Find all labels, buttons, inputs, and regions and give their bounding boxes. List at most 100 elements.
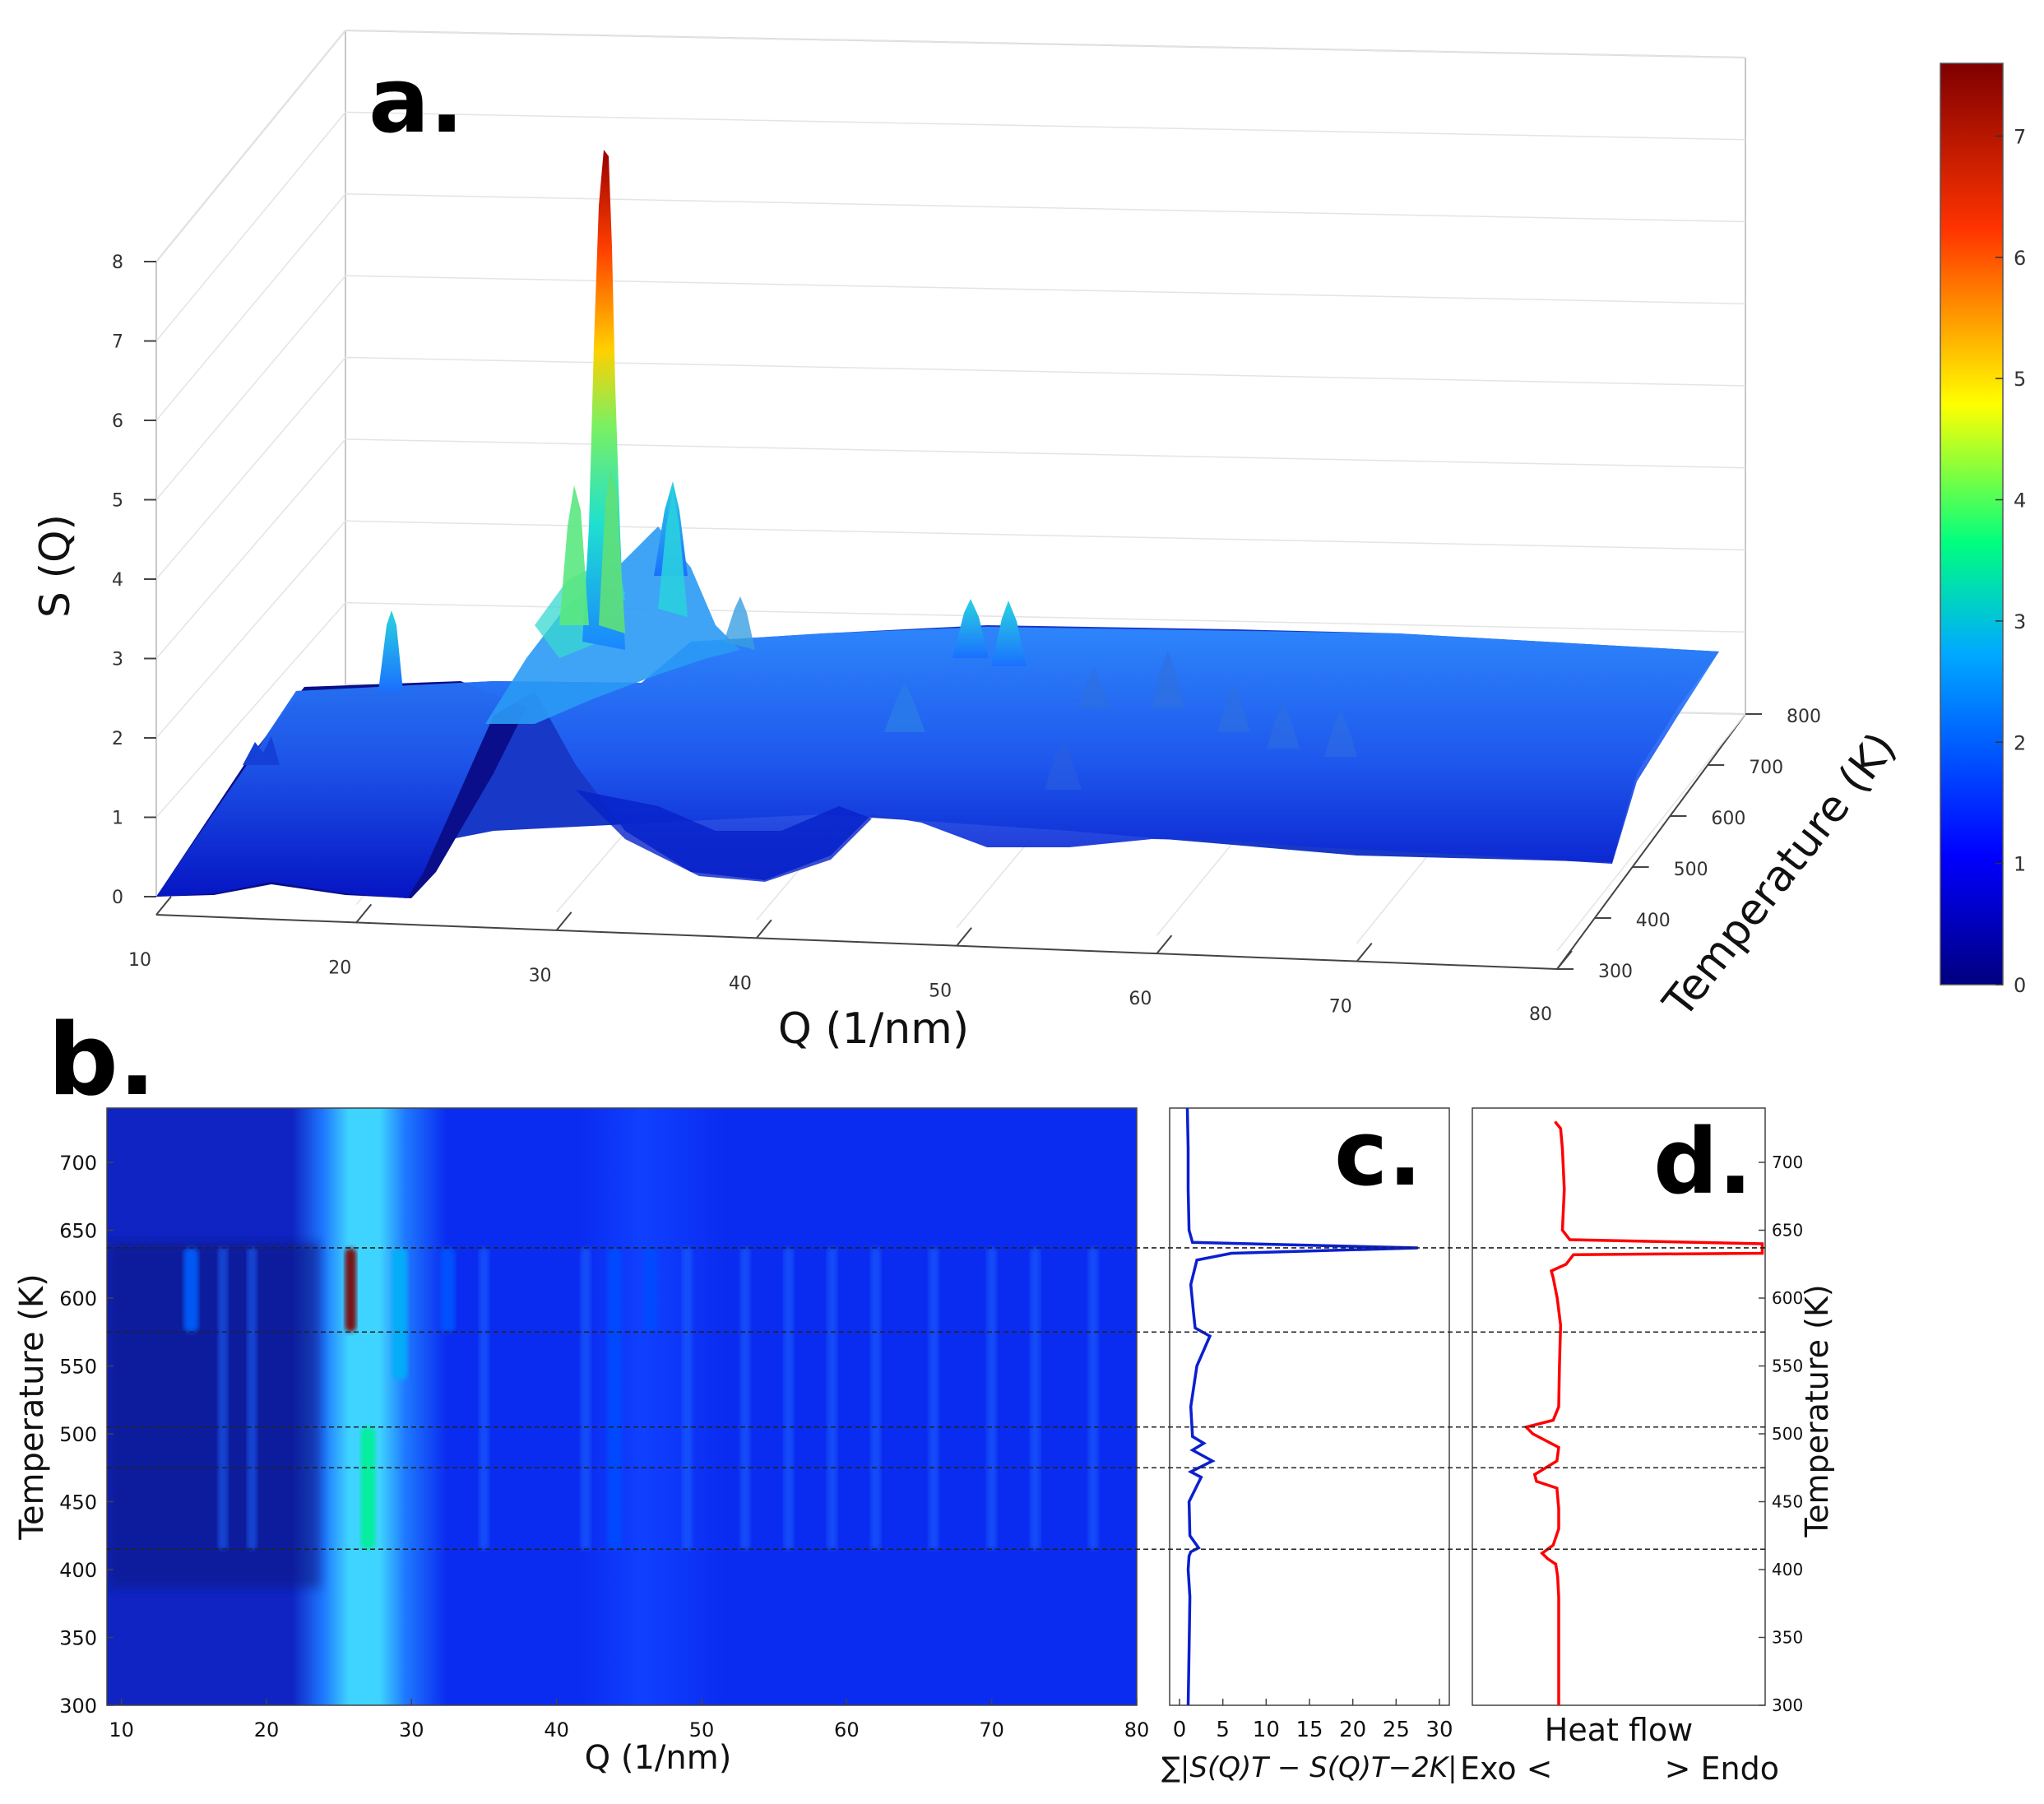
- temperature-tick-label: 500: [1674, 860, 1708, 880]
- peak-q52: [1045, 740, 1082, 790]
- grid-line: [345, 356, 1746, 387]
- x-tick-label: 10: [109, 1718, 134, 1741]
- q-tick-mark: [155, 896, 172, 916]
- panel-d-y-ticks: 300 350 400 450 500 550 600 650 700: [1759, 1152, 1803, 1715]
- peak-q53: [1078, 668, 1110, 707]
- grid-line: [345, 111, 1746, 141]
- heatmap-feature: [643, 1247, 659, 1333]
- y-tick-label: 300: [59, 1695, 97, 1718]
- sq-surface: [156, 150, 1719, 898]
- heatmap-feature: [440, 1247, 456, 1333]
- colorbar-tick-label: 0: [2014, 974, 2026, 997]
- q-tick-label: 30: [529, 966, 552, 986]
- panel-d-ylabel: Temperature (K): [1799, 1284, 1835, 1537]
- heatmap-streak: [682, 1247, 693, 1550]
- y-tick-label: 300: [1772, 1695, 1803, 1715]
- panel-d-xlabel: Heat flow: [1545, 1712, 1693, 1748]
- x-tick-label: 20: [254, 1718, 280, 1741]
- heatmap-feature: [183, 1247, 199, 1333]
- z-tick-label: 7: [112, 332, 123, 353]
- grid-line: [345, 275, 1746, 304]
- grid-line: [345, 30, 1746, 58]
- peak-q46: [952, 599, 989, 658]
- z-axis-ticks: 0 1 2 3 4 5 6 7 8: [112, 253, 156, 908]
- y-tick-label: 400: [59, 1559, 97, 1582]
- q-tick-label: 20: [328, 958, 351, 978]
- y-tick-label: 700: [1772, 1152, 1803, 1172]
- q-tick-mark: [1556, 950, 1573, 970]
- x-tick-label: 50: [689, 1718, 715, 1741]
- q-tick-mark: [1156, 934, 1173, 954]
- grid-line: [155, 602, 346, 818]
- colorbar-tick-label: 4: [2014, 489, 2026, 512]
- y-tick-label: 450: [59, 1491, 97, 1514]
- y-tick-label: 600: [1772, 1288, 1803, 1308]
- peak-q26-green: [559, 485, 589, 625]
- q-tick-label: 60: [1129, 989, 1152, 1009]
- q-axis-ticks: 10 20 30 40 50 60 70 80: [128, 896, 1573, 1025]
- colorbar-tick-label: 5: [2014, 368, 2026, 391]
- grid-line: [345, 438, 1746, 469]
- colorbar-tick-label: 6: [2014, 247, 2026, 270]
- grid-line: [1556, 713, 1746, 952]
- x-tick-label: 30: [1425, 1718, 1453, 1742]
- heatmap-streak: [986, 1247, 997, 1550]
- heatmap-streak: [479, 1247, 489, 1550]
- y-tick-label: 700: [59, 1152, 97, 1175]
- x-tick-label: 25: [1383, 1718, 1410, 1742]
- heatmap-feature: [607, 1247, 623, 1550]
- panel-c-label: c.: [1334, 1101, 1422, 1206]
- grid-line: [155, 111, 346, 341]
- q-tick-label: 10: [128, 950, 151, 971]
- heatmap-streak: [739, 1247, 750, 1550]
- panel-b-heatmap: b. 10 20 30 40 50 60 70 80 300 350 400 450 500 550 60…: [13, 1004, 1149, 1777]
- panel-b-y-ticks: 300 350 400 450 500 550 600 650 700: [59, 1152, 114, 1718]
- temperature-axis-ticks: 300 400 500 600 700 800: [1557, 707, 1821, 982]
- x-tick-label: 40: [544, 1718, 569, 1741]
- q-tick-label: 40: [729, 973, 752, 994]
- panel-a-label: a.: [368, 48, 464, 153]
- temperature-tick-label: 700: [1749, 758, 1783, 778]
- grid-line: [345, 193, 1746, 223]
- panel-d-label: d.: [1653, 1109, 1753, 1214]
- peak-q31: [724, 596, 755, 650]
- transition-lines: [107, 1247, 1765, 1551]
- z-tick-label: 3: [112, 650, 123, 670]
- peak-q13: [243, 736, 280, 765]
- panel-c-frame: [1169, 1107, 1450, 1706]
- q-tick-mark: [555, 911, 572, 931]
- panel-c-xlabel: ∑|S(Q)T − S(Q)T−2K|: [1161, 1751, 1458, 1784]
- x-tick-label: 5: [1216, 1718, 1230, 1742]
- y-tick-label: 600: [59, 1287, 97, 1310]
- q-tick-mark: [355, 903, 373, 924]
- q-tick-mark: [756, 919, 772, 939]
- grid-line: [155, 193, 346, 421]
- grid-line: [155, 438, 346, 659]
- peak-q57: [1152, 650, 1184, 707]
- panel-d-exo-label: Exo <: [1460, 1751, 1553, 1787]
- x-tick-label: 60: [834, 1718, 860, 1741]
- x-tick-label: 30: [399, 1718, 424, 1741]
- panel-b-label: b.: [48, 1004, 155, 1118]
- x-tick-label: 15: [1295, 1718, 1323, 1742]
- y-tick-label: 350: [59, 1627, 97, 1650]
- q-tick-mark: [1356, 942, 1373, 962]
- heatmap-dark-lower-left: [107, 1242, 321, 1588]
- x-tick-label: 20: [1339, 1718, 1366, 1742]
- panel-d-line-plot: 300 350 400 450 500 550 600 650 700 d. Heat flow…: [1460, 1107, 1835, 1787]
- q-tick-label: 80: [1529, 1004, 1552, 1025]
- panel-b-xlabel: Q (1/nm): [585, 1739, 732, 1777]
- grid-line: [155, 520, 346, 739]
- y-tick-label: 450: [1772, 1492, 1803, 1512]
- heatmap-streak: [247, 1247, 257, 1550]
- z-tick-label: 6: [112, 411, 123, 432]
- colorbar-tick-label: 1: [2014, 853, 2026, 876]
- y-tick-label: 500: [1772, 1424, 1803, 1444]
- grid-line: [345, 520, 1746, 551]
- heatmap-streak: [580, 1247, 591, 1550]
- q-tick-mark: [956, 927, 972, 947]
- heatmap-streak: [1088, 1247, 1099, 1550]
- peak-q62: [1217, 683, 1250, 732]
- y-tick-label: 550: [1772, 1356, 1803, 1376]
